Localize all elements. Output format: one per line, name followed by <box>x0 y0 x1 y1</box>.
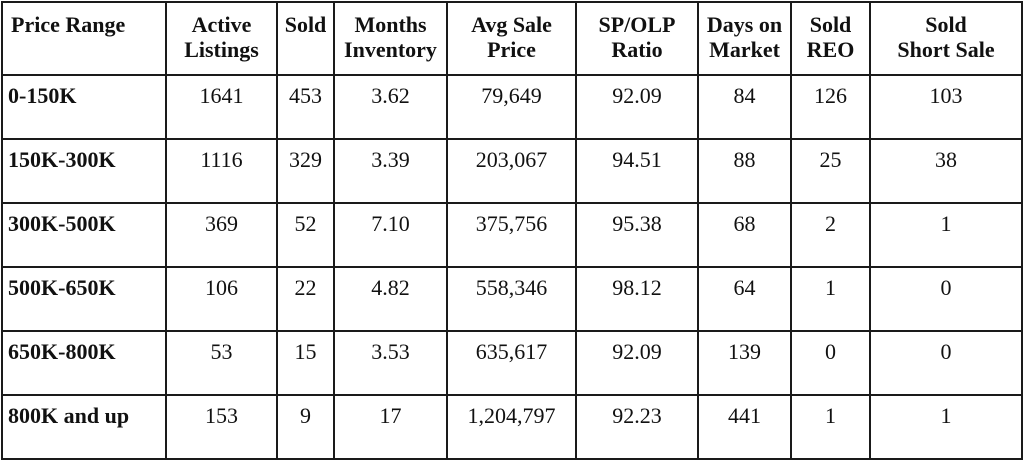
header-sp-olp-ratio-line-1: SP/OLP <box>598 12 676 37</box>
sold-cell: 453 <box>276 74 335 140</box>
header-sold-line-1: Sold <box>284 12 327 37</box>
days-on-market-cell: 139 <box>697 330 792 396</box>
header-active-listings: Active Listings <box>165 1 278 76</box>
header-days-on-market-line-1: Days on <box>706 12 783 37</box>
sp-olp-ratio-cell: 92.23 <box>575 394 699 460</box>
sold-reo-cell: 25 <box>790 138 871 204</box>
sold-short-sale-cell: 0 <box>869 266 1023 332</box>
months-inventory-cell: 3.39 <box>333 138 448 204</box>
header-avg-sale-price-line-2: Price <box>487 37 536 62</box>
header-sp-olp-ratio: SP/OLP Ratio <box>575 1 699 76</box>
days-on-market-cell: 441 <box>697 394 792 460</box>
sold-reo-cell: 1 <box>790 394 871 460</box>
sold-short-sale-cell: 103 <box>869 74 1023 140</box>
avg-sale-price-cell: 635,617 <box>446 330 577 396</box>
table-row: 650K-800K 53 15 3.53 635,617 92.09 139 0… <box>1 330 1023 396</box>
header-row: Price Range Active Listings Sold Months … <box>1 1 1023 76</box>
price-range-cell: 500K-650K <box>1 266 167 332</box>
active-listings-cell: 1116 <box>165 138 278 204</box>
active-listings-cell: 153 <box>165 394 278 460</box>
sold-reo-cell: 2 <box>790 202 871 268</box>
sp-olp-ratio-cell: 95.38 <box>575 202 699 268</box>
header-price-range: Price Range <box>1 1 167 76</box>
avg-sale-price-cell: 79,649 <box>446 74 577 140</box>
header-active-listings-line-1: Active <box>191 12 252 37</box>
sold-cell: 329 <box>276 138 335 204</box>
sp-olp-ratio-cell: 92.09 <box>575 330 699 396</box>
header-sold-short-sale-line-1: Sold <box>925 12 967 37</box>
sold-short-sale-cell: 0 <box>869 330 1023 396</box>
price-range-cell: 0-150K <box>1 74 167 140</box>
table-row: 300K-500K 369 52 7.10 375,756 95.38 68 2… <box>1 202 1023 268</box>
days-on-market-cell: 68 <box>697 202 792 268</box>
sp-olp-ratio-cell: 98.12 <box>575 266 699 332</box>
sold-short-sale-cell: 1 <box>869 394 1023 460</box>
days-on-market-cell: 64 <box>697 266 792 332</box>
avg-sale-price-cell: 203,067 <box>446 138 577 204</box>
header-sold-reo-line-1: Sold <box>809 12 852 37</box>
sold-reo-cell: 0 <box>790 330 871 396</box>
months-inventory-cell: 3.53 <box>333 330 448 396</box>
table-row: 800K and up 153 9 17 1,204,797 92.23 441… <box>1 394 1023 460</box>
sp-olp-ratio-cell: 92.09 <box>575 74 699 140</box>
avg-sale-price-cell: 558,346 <box>446 266 577 332</box>
sold-short-sale-cell: 38 <box>869 138 1023 204</box>
header-months-inventory-line-2: Inventory <box>344 37 437 62</box>
table-row: 0-150K 1641 453 3.62 79,649 92.09 84 126… <box>1 74 1023 140</box>
active-listings-cell: 106 <box>165 266 278 332</box>
active-listings-cell: 53 <box>165 330 278 396</box>
header-sp-olp-ratio-line-2: Ratio <box>611 37 663 62</box>
header-months-inventory-line-1: Months <box>354 12 427 37</box>
header-avg-sale-price: Avg Sale Price <box>446 1 577 76</box>
active-listings-cell: 369 <box>165 202 278 268</box>
months-inventory-cell: 7.10 <box>333 202 448 268</box>
sold-cell: 15 <box>276 330 335 396</box>
avg-sale-price-cell: 375,756 <box>446 202 577 268</box>
table-row: 150K-300K 1116 329 3.39 203,067 94.51 88… <box>1 138 1023 204</box>
price-range-cell: 150K-300K <box>1 138 167 204</box>
price-range-cell: 800K and up <box>1 394 167 460</box>
sold-cell: 52 <box>276 202 335 268</box>
header-active-listings-line-2: Listings <box>184 37 259 62</box>
header-sold-reo-line-2: REO <box>806 37 855 62</box>
header-sold-reo: Sold REO <box>790 1 871 76</box>
sold-short-sale-cell: 1 <box>869 202 1023 268</box>
months-inventory-cell: 4.82 <box>333 266 448 332</box>
sold-cell: 9 <box>276 394 335 460</box>
header-sold: Sold <box>276 1 335 76</box>
table-row: 500K-650K 106 22 4.82 558,346 98.12 64 1… <box>1 266 1023 332</box>
header-sold-short-sale: Sold Short Sale <box>869 1 1023 76</box>
sold-reo-cell: 1 <box>790 266 871 332</box>
price-range-cell: 650K-800K <box>1 330 167 396</box>
sold-reo-cell: 126 <box>790 74 871 140</box>
days-on-market-cell: 84 <box>697 74 792 140</box>
header-avg-sale-price-line-1: Avg Sale <box>471 12 552 37</box>
sp-olp-ratio-cell: 94.51 <box>575 138 699 204</box>
avg-sale-price-cell: 1,204,797 <box>446 394 577 460</box>
header-months-inventory: Months Inventory <box>333 1 448 76</box>
header-days-on-market: Days on Market <box>697 1 792 76</box>
months-inventory-cell: 17 <box>333 394 448 460</box>
header-price-range-line-1: Price Range <box>11 12 126 37</box>
days-on-market-cell: 88 <box>697 138 792 204</box>
header-sold-short-sale-line-2: Short Sale <box>897 37 995 62</box>
sold-cell: 22 <box>276 266 335 332</box>
months-inventory-cell: 3.62 <box>333 74 448 140</box>
header-days-on-market-line-2: Market <box>709 37 780 62</box>
active-listings-cell: 1641 <box>165 74 278 140</box>
price-range-cell: 300K-500K <box>1 202 167 268</box>
